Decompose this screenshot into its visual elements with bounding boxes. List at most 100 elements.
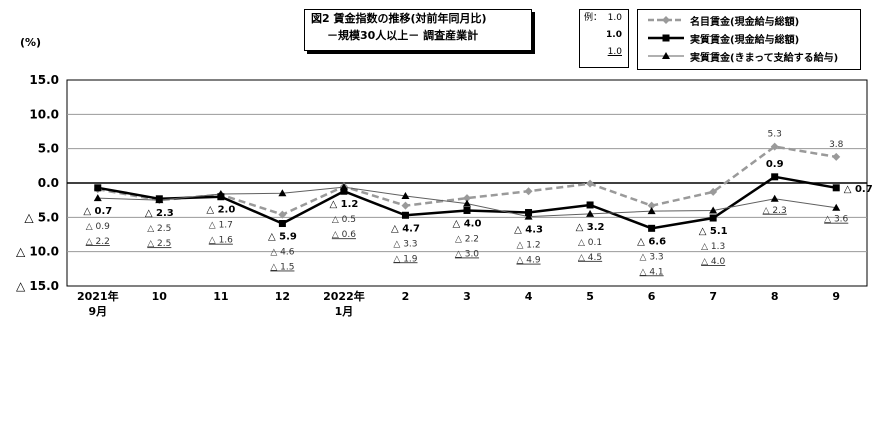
nominal-data-label: △ 2.5	[147, 224, 171, 234]
legend-item-regular: 実質賃金(きまって支給する給与)	[646, 48, 856, 65]
nominal-wage-point	[586, 179, 595, 188]
nominal-wage-point	[463, 194, 471, 203]
real-wage-total-point	[340, 187, 348, 195]
x-tick-label: 5	[586, 290, 594, 303]
nominal-data-label: △ 0.5	[332, 215, 356, 225]
regular-data-label: △ 1.9	[393, 254, 417, 264]
example-regular-value: 1.0	[607, 47, 622, 57]
nominal-wage-point	[278, 210, 287, 219]
nominal-data-label: △ 1.7	[209, 221, 233, 231]
real-wage-total-point	[94, 184, 102, 192]
regular-data-label: △ 4.1	[640, 267, 664, 277]
legend-line-solid-square-icon	[648, 34, 684, 42]
regular-data-label: △ 1.6	[209, 236, 233, 246]
chart-title-box: 図2 賃金指数の推移(対前年同月比) －規模30人以上－ 調査産業計	[304, 9, 532, 51]
real-wage-regular-point	[216, 189, 225, 197]
real-wage-regular-point	[770, 194, 779, 202]
nominal-data-label: △ 3.3	[640, 252, 664, 262]
x-tick-label: 10	[152, 290, 168, 303]
real-wage-regular-point	[339, 183, 348, 191]
legend-label-nominal: 名目賃金(現金給与総額)	[690, 17, 800, 28]
legend: 名目賃金(現金給与総額) 実質賃金(現金給与総額) 実質賃金(きまって支給する給…	[637, 9, 861, 70]
real-wage-total-point	[586, 201, 594, 209]
real-wage-regular-point	[278, 189, 287, 197]
nominal-wage-point	[770, 142, 779, 151]
real-wage-regular-point	[647, 207, 656, 215]
example-real-value: 1.0	[606, 30, 622, 40]
real-data-label: △ 2.0	[206, 205, 235, 216]
regular-data-label: △ 2.5	[147, 239, 171, 249]
x-tick-label: 2	[402, 290, 410, 303]
real-wage-total-point	[832, 184, 840, 192]
nominal-wage-point	[709, 187, 718, 196]
real-wage-total-point	[525, 209, 533, 217]
legend-label-real: 実質賃金(現金給与総額)	[690, 35, 800, 46]
real-data-label: △ 5.1	[699, 226, 728, 237]
nominal-data-label: 5.3	[768, 130, 782, 140]
real-wage-total-point	[401, 211, 409, 219]
y-tick-label: △ 5.0	[24, 210, 59, 224]
nominal-data-label: 3.8	[829, 140, 844, 150]
real-wage-regular-point	[832, 203, 841, 211]
regular-data-label: △ 3.6	[824, 215, 848, 225]
nominal-data-label: △ 1.3	[701, 242, 725, 252]
example-label: 例：	[584, 13, 603, 23]
real-wage-regular-point	[524, 212, 533, 220]
real-wage-regular-point	[709, 206, 718, 214]
real-wage-total-point	[648, 224, 656, 232]
x-tick-label: 9	[832, 290, 840, 303]
real-wage-total-point	[709, 214, 717, 222]
x-tick-label: 6	[648, 290, 656, 303]
real-data-label: △ 4.0	[453, 218, 482, 229]
regular-data-label: △ 2.3	[763, 206, 787, 216]
legend-item-real: 実質賃金(現金給与総額)	[646, 30, 856, 47]
legend-item-nominal: 名目賃金(現金給与総額)	[646, 12, 856, 29]
real-data-label: △ 1.2	[329, 199, 358, 210]
x-tick-label: 2022年	[323, 289, 365, 303]
nominal-data-label: △ 4.6	[270, 248, 294, 258]
nominal-data-label: △ 0.9	[86, 222, 110, 232]
x-tick-label: 2021年	[77, 289, 119, 303]
label-example-box: 例： 1.0 1.0 1.0	[579, 9, 629, 68]
real-wage-regular-point	[155, 196, 164, 204]
nominal-wage-point	[401, 201, 410, 210]
real-wage-regular-point	[463, 199, 471, 207]
example-nominal-value: 1.0	[607, 13, 622, 23]
regular-data-label: △ 3.0	[455, 249, 479, 259]
real-data-label: △ 6.6	[637, 236, 666, 247]
regular-data-label: △ 1.5	[270, 263, 294, 273]
chart-subtitle: －規模30人以上－ 調査産業計	[327, 29, 479, 42]
nominal-data-label: △ 2.2	[455, 234, 479, 244]
real-data-label: △ 4.3	[514, 225, 543, 236]
real-wage-regular-point	[401, 192, 410, 200]
real-data-label: 0.9	[766, 159, 784, 170]
nominal-data-label: △ 3.3	[393, 239, 417, 249]
real-data-label: △ 5.9	[268, 232, 297, 243]
real-data-label: △ 4.7	[391, 223, 420, 234]
x-tick-label: 3	[463, 290, 471, 303]
x-tick-label: 9月	[88, 305, 107, 318]
regular-data-label: △ 4.9	[516, 256, 540, 266]
real-data-label: △ 3.2	[576, 222, 605, 233]
regular-data-label: △ 4.0	[701, 257, 725, 267]
x-tick-label: 7	[709, 290, 717, 303]
nominal-wage-point	[524, 187, 533, 196]
regular-data-label: △ 2.2	[86, 237, 110, 247]
real-data-label: △ 2.3	[145, 208, 174, 219]
y-tick-label: 10.0	[29, 107, 59, 121]
legend-label-regular: 実質賃金(きまって支給する給与)	[690, 53, 839, 64]
real-wage-total-point	[463, 206, 471, 214]
legend-line-dashed-diamond-icon	[648, 16, 684, 24]
x-tick-label: 11	[213, 290, 228, 303]
real-data-label: △ 0.7	[844, 184, 873, 195]
real-wage-regular-point	[586, 209, 595, 217]
y-axis-unit: (%)	[20, 36, 42, 49]
x-tick-label: 1月	[335, 305, 354, 318]
real-data-label: △ 0.7	[83, 206, 112, 217]
real-wage-total-point	[771, 173, 779, 181]
legend-line-thin-triangle-icon	[648, 52, 684, 59]
nominal-wage-point	[832, 152, 841, 161]
y-tick-label: 5.0	[38, 142, 59, 156]
x-tick-label: 8	[771, 290, 779, 303]
